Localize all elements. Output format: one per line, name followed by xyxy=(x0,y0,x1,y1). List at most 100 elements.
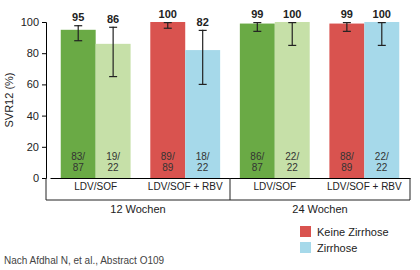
x-tick-label: LDV/SOF + RBV xyxy=(327,181,402,192)
x-tick-label: LDV/SOF xyxy=(253,181,296,192)
fraction-part: 89 xyxy=(162,162,174,173)
fraction-label: 86/87 xyxy=(250,151,264,173)
y-tick: 40 xyxy=(27,110,46,122)
error-bar-stem xyxy=(113,27,114,77)
fraction-part: 87 xyxy=(73,162,85,173)
data-label: 99 xyxy=(341,8,353,20)
x-tick-label: LDV/SOF xyxy=(74,181,117,192)
legend-label: Keine Zirrhose xyxy=(317,226,389,238)
y-tick-label: 80 xyxy=(27,47,39,59)
error-bar-cap xyxy=(109,76,117,77)
x-tick: LDV/SOF xyxy=(74,178,117,192)
bar xyxy=(329,24,364,178)
error-bar-stem xyxy=(257,22,258,31)
data-label: 100 xyxy=(373,8,391,20)
y-axis-title: SVR12 (%) xyxy=(3,72,15,127)
y-tick: 20 xyxy=(27,141,46,153)
x-tick: LDV/SOF + RBV xyxy=(327,178,402,192)
labels: 95 83/87 100 89/89 99 86/87 99 88/89 86 19/22 82 18… xyxy=(71,8,391,173)
error-bar-stem xyxy=(292,22,293,45)
fraction-part: 87 xyxy=(252,162,264,173)
error-bar-stem xyxy=(78,25,79,41)
data-label: 100 xyxy=(283,8,301,20)
bar xyxy=(61,30,96,178)
y-axis: 0 20 40 60 80 100 xyxy=(21,16,47,184)
fraction-label: 89/89 xyxy=(161,151,175,173)
y-tick-label: 0 xyxy=(33,172,39,184)
y-tick: 100 xyxy=(21,16,46,28)
bracket-divider xyxy=(230,178,231,200)
bar xyxy=(275,22,310,178)
error-bar-cap xyxy=(199,30,207,31)
y-tick-mark xyxy=(42,22,46,23)
bar xyxy=(150,22,185,178)
error-bar xyxy=(343,22,351,31)
bracket-divider xyxy=(46,178,47,200)
fraction-part: 88/ xyxy=(340,151,354,162)
y-tick-mark xyxy=(42,178,46,179)
error-bar xyxy=(378,22,386,45)
x-tick: LDV/SOF + RBV xyxy=(148,178,223,192)
legend: Keine Zirrhose Zirrhose xyxy=(300,226,389,254)
y-tick-mark xyxy=(42,53,46,54)
error-bar-cap xyxy=(164,28,172,29)
error-bar xyxy=(109,27,117,77)
error-bar-cap xyxy=(288,45,296,46)
error-bar-cap xyxy=(253,31,261,32)
fraction-part: 18/ xyxy=(196,151,210,162)
group-label: 12 Wochen xyxy=(110,203,165,215)
error-bar-cap xyxy=(199,84,207,85)
error-bar-stem xyxy=(346,22,347,31)
error-bar-cap xyxy=(378,22,386,23)
bar xyxy=(240,24,275,178)
error-bar-cap xyxy=(288,22,296,23)
fraction-part: 22/ xyxy=(285,151,299,162)
error-bar xyxy=(74,25,82,41)
fraction-part: 22 xyxy=(287,162,299,173)
fraction-label: 22/22 xyxy=(285,151,299,173)
bracket-divider xyxy=(410,178,411,200)
source-note: Nach Afdhal N, et al., Abstract O109 xyxy=(4,255,165,266)
y-tick-mark xyxy=(42,147,46,148)
legend-swatch xyxy=(300,242,311,253)
data-label: 100 xyxy=(159,8,177,20)
data-label: 99 xyxy=(251,8,263,20)
x-tick-label: LDV/SOF + RBV xyxy=(148,181,223,192)
y-tick: 60 xyxy=(27,78,46,90)
y-tick-mark xyxy=(42,84,46,85)
error-bar xyxy=(199,30,207,85)
error-bar xyxy=(288,22,296,45)
y-tick-label: 40 xyxy=(27,110,39,122)
group-label: 24 Wochen xyxy=(292,203,347,215)
error-bar-cap xyxy=(253,22,261,23)
error-bar-stem xyxy=(381,22,382,45)
fraction-part: 19/ xyxy=(106,151,120,162)
fraction-label: 83/87 xyxy=(71,151,85,173)
error-bar-cap xyxy=(343,22,351,23)
chart: 0 20 40 60 80 100 SVR12 (%) LDV/SOF LDV/SOF + RB… xyxy=(0,0,420,270)
legend-swatch xyxy=(300,226,311,237)
fraction-part: 22 xyxy=(197,162,209,173)
error-bar-cap xyxy=(378,45,386,46)
data-label: 95 xyxy=(72,11,84,23)
legend-label: Zirrhose xyxy=(317,242,357,254)
y-tick-label: 100 xyxy=(21,16,39,28)
fraction-part: 22 xyxy=(108,162,120,173)
error-bar xyxy=(164,22,172,28)
y-tick-label: 60 xyxy=(27,78,39,90)
y-tick: 80 xyxy=(27,47,46,59)
bracket-line xyxy=(46,200,410,201)
group-brackets xyxy=(46,178,410,200)
y-axis-line xyxy=(42,23,47,179)
data-label: 86 xyxy=(107,13,119,25)
fraction-part: 22 xyxy=(376,162,388,173)
data-label: 82 xyxy=(197,16,209,28)
fraction-part: 83/ xyxy=(71,151,85,162)
error-bar-cap xyxy=(74,40,82,41)
x-tick: LDV/SOF xyxy=(253,178,296,192)
y-tick-mark xyxy=(42,116,46,117)
fraction-label: 18/22 xyxy=(196,151,210,173)
fraction-part: 86/ xyxy=(250,151,264,162)
error-bar-cap xyxy=(74,25,82,26)
y-tick-label: 20 xyxy=(27,141,39,153)
